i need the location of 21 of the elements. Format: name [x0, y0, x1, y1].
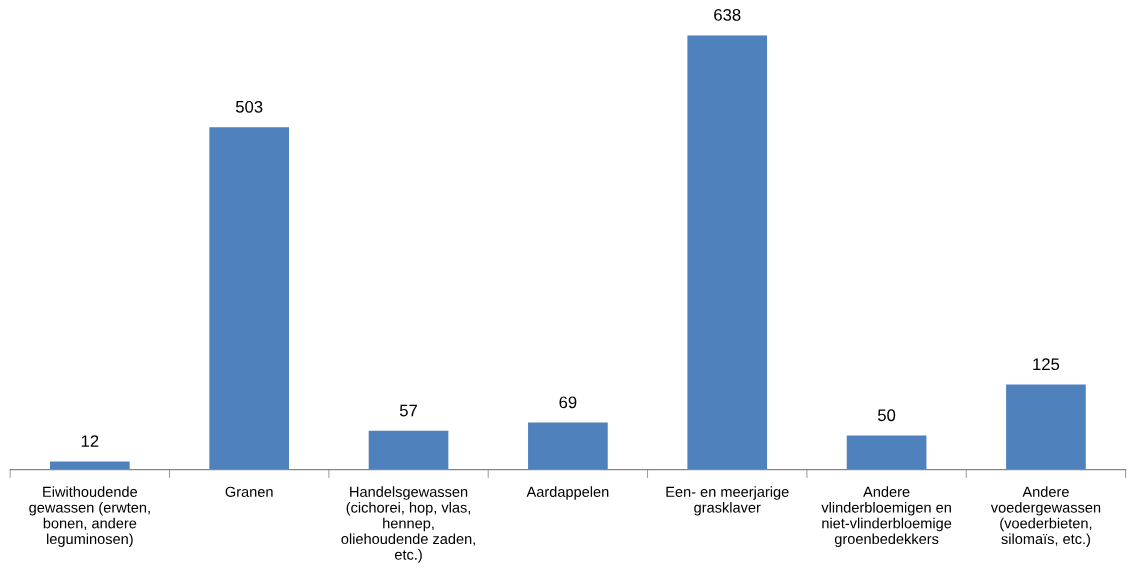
- x-tick-label: Handelsgewassen (cichorei, hop, vlas, hennep, oliehoudende zaden, etc.): [341, 486, 475, 563]
- data-label: 125: [1033, 358, 1060, 371]
- x-tick-label: Aardappelen: [526, 486, 609, 500]
- bar: [368, 430, 449, 470]
- bar: [50, 461, 130, 470]
- x-tick-label: Granen: [225, 486, 273, 497]
- data-label: 503: [235, 100, 263, 113]
- data-label: 50: [877, 409, 896, 422]
- x-tick-label: Een- en meerjarige grasklaver: [666, 486, 789, 516]
- bar: [209, 127, 290, 470]
- bar: [687, 35, 768, 470]
- x-tick-label: Eiwithoudende gewassen (erwten, bonen, andere leguminosen): [29, 486, 150, 547]
- bar: [1006, 384, 1086, 470]
- data-label: 57: [399, 404, 417, 417]
- bar: [846, 435, 927, 470]
- x-tick-label: Andere vlinderbloemigen en niet-vlinderbloemige groenbedekkers: [821, 486, 952, 547]
- bar: [528, 422, 608, 470]
- data-label: 69: [559, 396, 577, 409]
- x-tick-label: Andere voedergewassen (voederbieten, silomaïs, etc.): [990, 486, 1101, 547]
- data-label: 12: [81, 435, 99, 447]
- data-label: 638: [714, 9, 741, 21]
